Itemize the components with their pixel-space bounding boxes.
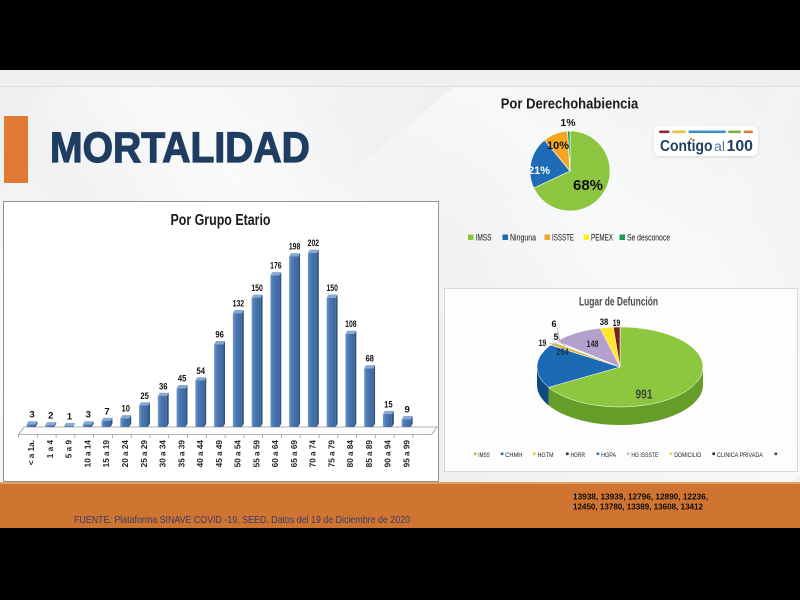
- svg-text:10 a 14: 10 a 14: [84, 440, 93, 468]
- svg-text:150: 150: [251, 283, 263, 294]
- svg-text:7: 7: [104, 406, 109, 417]
- svg-text:25: 25: [140, 391, 149, 402]
- svg-text:35 a 39: 35 a 39: [177, 440, 186, 468]
- svg-text:Por Grupo Etario: Por Grupo Etario: [171, 212, 271, 229]
- svg-text:Se desconoce: Se desconoce: [627, 233, 670, 244]
- svg-text:HGPA: HGPA: [601, 452, 616, 459]
- svg-text:85 a 89: 85 a 89: [365, 440, 374, 468]
- svg-text:40 a 44: 40 a 44: [196, 440, 205, 468]
- svg-text:90 a 94: 90 a 94: [384, 440, 393, 468]
- svg-text:15 a 19: 15 a 19: [102, 440, 111, 468]
- svg-text:1 a 4: 1 a 4: [46, 440, 55, 459]
- svg-text:5: 5: [553, 332, 558, 342]
- svg-text:IMSS: IMSS: [476, 233, 492, 244]
- svg-text:10: 10: [122, 404, 131, 415]
- svg-text:38: 38: [600, 317, 609, 327]
- svg-text:264: 264: [556, 347, 569, 358]
- svg-text:13938, 13939, 12796, 12890, 12: 13938, 13939, 12796, 12890, 12236,: [573, 492, 708, 502]
- svg-text:148: 148: [587, 339, 599, 350]
- svg-text:100: 100: [727, 138, 754, 155]
- svg-text:45: 45: [178, 374, 187, 385]
- svg-text:CLINICA PRIVADA: CLINICA PRIVADA: [717, 452, 763, 459]
- svg-text:Ninguna: Ninguna: [510, 233, 537, 244]
- svg-text:75 a 79: 75 a 79: [327, 440, 336, 468]
- svg-text:HG ISSSTE: HG ISSSTE: [631, 452, 658, 459]
- svg-text:HGTM: HGTM: [538, 452, 554, 459]
- svg-text:DOMICILIO: DOMICILIO: [674, 452, 701, 459]
- svg-text:3: 3: [86, 410, 91, 421]
- svg-text:150: 150: [326, 283, 338, 294]
- svg-text:CHMH: CHMH: [505, 452, 522, 459]
- svg-text:36: 36: [159, 381, 168, 392]
- svg-text:65 a 69: 65 a 69: [290, 440, 299, 468]
- svg-text:15: 15: [384, 399, 393, 410]
- svg-text:al: al: [714, 139, 725, 154]
- svg-text:IMSS: IMSS: [478, 452, 490, 459]
- svg-text:10%: 10%: [547, 140, 569, 152]
- svg-text:19: 19: [539, 338, 547, 348]
- svg-text:96: 96: [215, 330, 224, 341]
- svg-text:12450, 13780, 13389, 13608, 13: 12450, 13780, 13389, 13608, 13412: [573, 502, 703, 512]
- svg-text:202: 202: [308, 238, 320, 249]
- svg-text:Lugar de Defunción: Lugar de Defunción: [579, 295, 658, 309]
- svg-text:54: 54: [197, 366, 206, 377]
- svg-text:6: 6: [551, 319, 556, 329]
- svg-text:50 a 54: 50 a 54: [234, 440, 243, 468]
- svg-text:45 a 49: 45 a 49: [215, 440, 224, 468]
- svg-text:80 a 84: 80 a 84: [346, 440, 355, 468]
- svg-text:198: 198: [289, 242, 301, 253]
- svg-text:FUENTE. Plataforma SINAVE COVI: FUENTE. Plataforma SINAVE COVID -19, SEE…: [74, 514, 410, 526]
- svg-text:HGRR: HGRR: [571, 452, 586, 459]
- svg-text:68: 68: [365, 354, 374, 365]
- svg-text:19: 19: [613, 318, 621, 328]
- svg-text:Contigo: Contigo: [660, 138, 713, 155]
- svg-text:55 a 59: 55 a 59: [252, 440, 261, 468]
- svg-text:70 a 74: 70 a 74: [309, 440, 318, 468]
- svg-text:1%: 1%: [560, 117, 576, 129]
- svg-text:68%: 68%: [573, 177, 603, 194]
- svg-text:1: 1: [67, 411, 73, 422]
- svg-text:30 a 34: 30 a 34: [159, 440, 168, 468]
- svg-text:Por Derechohabiencia: Por Derechohabiencia: [501, 96, 639, 113]
- svg-text:2: 2: [48, 411, 53, 422]
- svg-text:PEMEX: PEMEX: [591, 233, 613, 244]
- svg-text:25 a 29: 25 a 29: [140, 440, 149, 468]
- svg-text:95 a 99: 95 a 99: [402, 440, 411, 468]
- svg-text:20 a 24: 20 a 24: [121, 440, 130, 468]
- svg-text:60 a 64: 60 a 64: [271, 440, 280, 468]
- svg-text:176: 176: [270, 261, 282, 272]
- svg-text:9: 9: [405, 405, 410, 416]
- svg-text:5 a 9: 5 a 9: [65, 440, 74, 459]
- svg-text:21%: 21%: [528, 165, 550, 177]
- svg-text:ISSSTE: ISSSTE: [552, 233, 574, 244]
- svg-text:< a 1a.: < a 1a.: [27, 440, 36, 465]
- svg-text:3: 3: [29, 410, 34, 421]
- svg-text:108: 108: [345, 319, 357, 330]
- svg-text:991: 991: [636, 388, 653, 402]
- svg-text:132: 132: [233, 299, 245, 310]
